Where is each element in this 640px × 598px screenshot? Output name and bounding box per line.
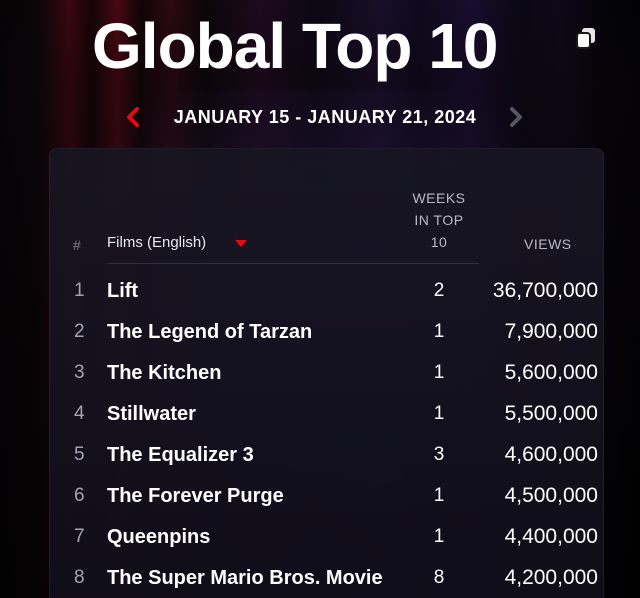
- top10-table: # Films (English) WEEKS IN TOP 10 VIEWS …: [49, 148, 604, 598]
- date-navigator: JANUARY 15 - JANUARY 21, 2024: [120, 104, 540, 130]
- row-weeks: 8: [433, 567, 445, 588]
- row-weeks: 1: [433, 321, 445, 342]
- row-rank: 8: [74, 567, 85, 588]
- caret-down-icon[interactable]: [235, 239, 247, 248]
- weeks-header-line3: 10: [430, 234, 448, 250]
- row-weeks: 1: [433, 403, 445, 424]
- row-views: 4,200,000: [504, 566, 598, 589]
- rank-column-header: #: [73, 237, 81, 253]
- row-weeks: 2: [433, 280, 445, 301]
- row-views: 5,500,000: [504, 402, 598, 425]
- copy-icon[interactable]: [575, 26, 597, 50]
- row-views: 4,400,000: [504, 525, 598, 548]
- table-row[interactable]: 2 The Legend of Tarzan 1 7,900,000: [50, 317, 603, 358]
- row-rank: 3: [74, 362, 85, 383]
- views-column-header: VIEWS: [524, 236, 572, 252]
- row-rank: 2: [74, 321, 85, 342]
- row-title[interactable]: The Kitchen: [107, 362, 222, 384]
- row-views: 4,600,000: [504, 443, 598, 466]
- row-weeks: 1: [433, 526, 445, 547]
- table-row[interactable]: 4 Stillwater 1 5,500,000: [50, 399, 603, 440]
- table-row[interactable]: 5 The Equalizer 3 3 4,600,000: [50, 440, 603, 481]
- row-title[interactable]: The Legend of Tarzan: [107, 321, 313, 343]
- chevron-right-icon[interactable]: [509, 107, 523, 127]
- table-row[interactable]: 1 Lift 2 36,700,000: [50, 276, 603, 317]
- row-title[interactable]: The Forever Purge: [107, 485, 284, 507]
- row-title[interactable]: Queenpins: [107, 526, 211, 548]
- row-rank: 1: [74, 280, 85, 301]
- weeks-column-header: WEEKS IN TOP 10: [398, 187, 480, 253]
- header-divider: [107, 263, 479, 264]
- row-title[interactable]: Lift: [107, 280, 139, 302]
- weeks-header-line2: IN TOP: [414, 212, 464, 228]
- row-views: 4,500,000: [504, 484, 598, 507]
- row-weeks: 1: [433, 362, 445, 383]
- row-rank: 4: [74, 403, 85, 424]
- page-title: Global Top 10: [92, 10, 498, 82]
- row-rank: 7: [74, 526, 85, 547]
- row-views: 7,900,000: [504, 320, 598, 343]
- chevron-left-icon[interactable]: [126, 107, 140, 127]
- row-views: 5,600,000: [504, 361, 598, 384]
- weeks-header-line1: WEEKS: [412, 190, 466, 206]
- date-range: JANUARY 15 - JANUARY 21, 2024: [173, 107, 477, 127]
- table-row[interactable]: 7 Queenpins 1 4,400,000: [50, 522, 603, 563]
- table-row[interactable]: 6 The Forever Purge 1 4,500,000: [50, 481, 603, 522]
- table-row[interactable]: 3 The Kitchen 1 5,600,000: [50, 358, 603, 399]
- table-row[interactable]: 8 The Super Mario Bros. Movie 8 4,200,00…: [50, 563, 603, 598]
- row-title[interactable]: The Super Mario Bros. Movie: [107, 567, 383, 589]
- row-rank: 5: [74, 444, 85, 465]
- row-views: 36,700,000: [492, 279, 598, 302]
- category-dropdown[interactable]: Films (English): [107, 234, 207, 251]
- row-weeks: 1: [433, 485, 445, 506]
- row-rank: 6: [74, 485, 85, 506]
- row-title[interactable]: The Equalizer 3: [107, 444, 254, 466]
- row-weeks: 3: [433, 444, 445, 465]
- row-title[interactable]: Stillwater: [107, 403, 196, 425]
